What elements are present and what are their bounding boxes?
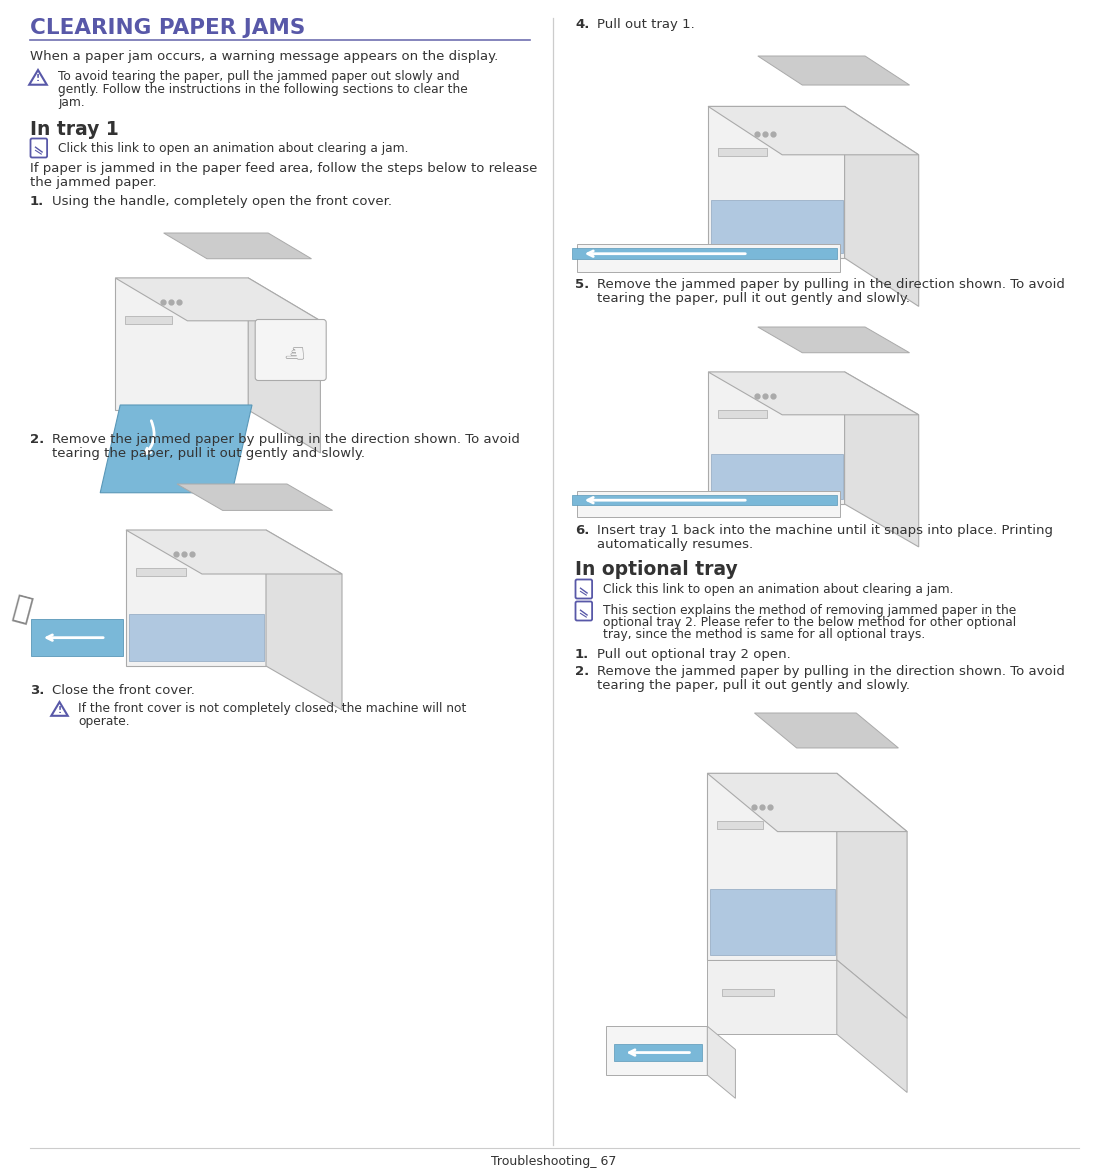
Text: Click this link to open an animation about clearing a jam.: Click this link to open an animation abo… <box>603 583 954 596</box>
Polygon shape <box>126 530 342 573</box>
Polygon shape <box>115 278 321 321</box>
Text: 3.: 3. <box>30 684 44 697</box>
Text: tearing the paper, pull it out gently and slowly.: tearing the paper, pull it out gently an… <box>52 447 365 460</box>
Text: Using the handle, completely open the front cover.: Using the handle, completely open the fr… <box>52 195 391 208</box>
Text: This section explains the method of removing jammed paper in the: This section explains the method of remo… <box>603 604 1016 617</box>
Text: gently. Follow the instructions in the following sections to clear the: gently. Follow the instructions in the f… <box>58 83 468 96</box>
Text: ☞: ☞ <box>279 338 302 362</box>
Text: Troubleshooting_ 67: Troubleshooting_ 67 <box>491 1155 617 1168</box>
Text: 1.: 1. <box>30 195 44 208</box>
Text: 5.: 5. <box>574 278 589 291</box>
Text: tearing the paper, pull it out gently and slowly.: tearing the paper, pull it out gently an… <box>597 292 910 305</box>
Polygon shape <box>266 530 342 710</box>
Polygon shape <box>613 1044 702 1061</box>
Polygon shape <box>708 773 837 960</box>
Text: CLEARING PAPER JAMS: CLEARING PAPER JAMS <box>30 18 305 39</box>
FancyBboxPatch shape <box>255 320 326 381</box>
Polygon shape <box>757 56 909 85</box>
Polygon shape <box>754 712 898 748</box>
FancyBboxPatch shape <box>722 988 774 995</box>
Polygon shape <box>845 371 918 547</box>
FancyBboxPatch shape <box>718 410 766 418</box>
Polygon shape <box>31 619 123 656</box>
Polygon shape <box>708 1027 735 1098</box>
Polygon shape <box>709 106 845 258</box>
Text: Pull out optional tray 2 open.: Pull out optional tray 2 open. <box>597 648 791 661</box>
Polygon shape <box>709 106 918 155</box>
Text: Click this link to open an animation about clearing a jam.: Click this link to open an animation abo… <box>58 142 408 155</box>
Polygon shape <box>837 773 907 1018</box>
Polygon shape <box>711 201 843 253</box>
Polygon shape <box>100 405 252 493</box>
Polygon shape <box>177 484 333 510</box>
Polygon shape <box>845 106 918 306</box>
Text: !: ! <box>58 705 62 715</box>
Text: automatically resumes.: automatically resumes. <box>597 538 753 551</box>
Polygon shape <box>126 530 266 666</box>
Text: tray, since the method is same for all optional trays.: tray, since the method is same for all o… <box>603 628 925 641</box>
Text: In optional tray: In optional tray <box>574 559 737 579</box>
Text: 2.: 2. <box>574 665 589 677</box>
Polygon shape <box>708 960 837 1034</box>
FancyBboxPatch shape <box>136 569 186 577</box>
Polygon shape <box>572 495 836 506</box>
Text: 1.: 1. <box>574 648 589 661</box>
Text: jam.: jam. <box>58 96 84 109</box>
Polygon shape <box>577 492 840 516</box>
FancyBboxPatch shape <box>124 315 172 324</box>
Text: Pull out tray 1.: Pull out tray 1. <box>597 18 694 32</box>
Text: 2.: 2. <box>30 433 44 446</box>
Text: ✋: ✋ <box>10 593 34 626</box>
Polygon shape <box>757 327 909 353</box>
Text: !: ! <box>35 75 40 83</box>
Text: Remove the jammed paper by pulling in the direction shown. To avoid: Remove the jammed paper by pulling in th… <box>597 278 1065 291</box>
Text: the jammed paper.: the jammed paper. <box>30 176 156 189</box>
Text: Remove the jammed paper by pulling in the direction shown. To avoid: Remove the jammed paper by pulling in th… <box>597 665 1065 677</box>
Polygon shape <box>572 248 836 259</box>
Text: In tray 1: In tray 1 <box>30 120 119 139</box>
Text: If the front cover is not completely closed, the machine will not: If the front cover is not completely clo… <box>78 702 467 715</box>
Polygon shape <box>837 960 907 1092</box>
Polygon shape <box>577 244 840 272</box>
Text: Close the front cover.: Close the front cover. <box>52 684 195 697</box>
Polygon shape <box>248 278 321 453</box>
Polygon shape <box>115 278 248 410</box>
FancyBboxPatch shape <box>716 821 763 829</box>
Text: 4.: 4. <box>574 18 589 32</box>
Polygon shape <box>711 454 843 499</box>
Text: optional tray 2. Please refer to the below method for other optional: optional tray 2. Please refer to the bel… <box>603 616 1016 630</box>
Polygon shape <box>708 773 907 832</box>
Polygon shape <box>709 371 918 415</box>
Text: To avoid tearing the paper, pull the jammed paper out slowly and: To avoid tearing the paper, pull the jam… <box>58 70 459 83</box>
Polygon shape <box>709 371 845 505</box>
Polygon shape <box>606 1027 708 1075</box>
Text: If paper is jammed in the paper feed area, follow the steps below to release: If paper is jammed in the paper feed are… <box>30 162 538 175</box>
FancyBboxPatch shape <box>718 147 766 155</box>
Text: Insert tray 1 back into the machine until it snaps into place. Printing: Insert tray 1 back into the machine unti… <box>597 524 1054 537</box>
Polygon shape <box>164 232 312 259</box>
Polygon shape <box>129 614 264 661</box>
Text: 6.: 6. <box>574 524 589 537</box>
Text: When a paper jam occurs, a warning message appears on the display.: When a paper jam occurs, a warning messa… <box>30 50 498 63</box>
Text: Remove the jammed paper by pulling in the direction shown. To avoid: Remove the jammed paper by pulling in th… <box>52 433 520 446</box>
Text: tearing the paper, pull it out gently and slowly.: tearing the paper, pull it out gently an… <box>597 679 910 691</box>
Text: operate.: operate. <box>78 715 130 728</box>
Polygon shape <box>710 889 835 955</box>
